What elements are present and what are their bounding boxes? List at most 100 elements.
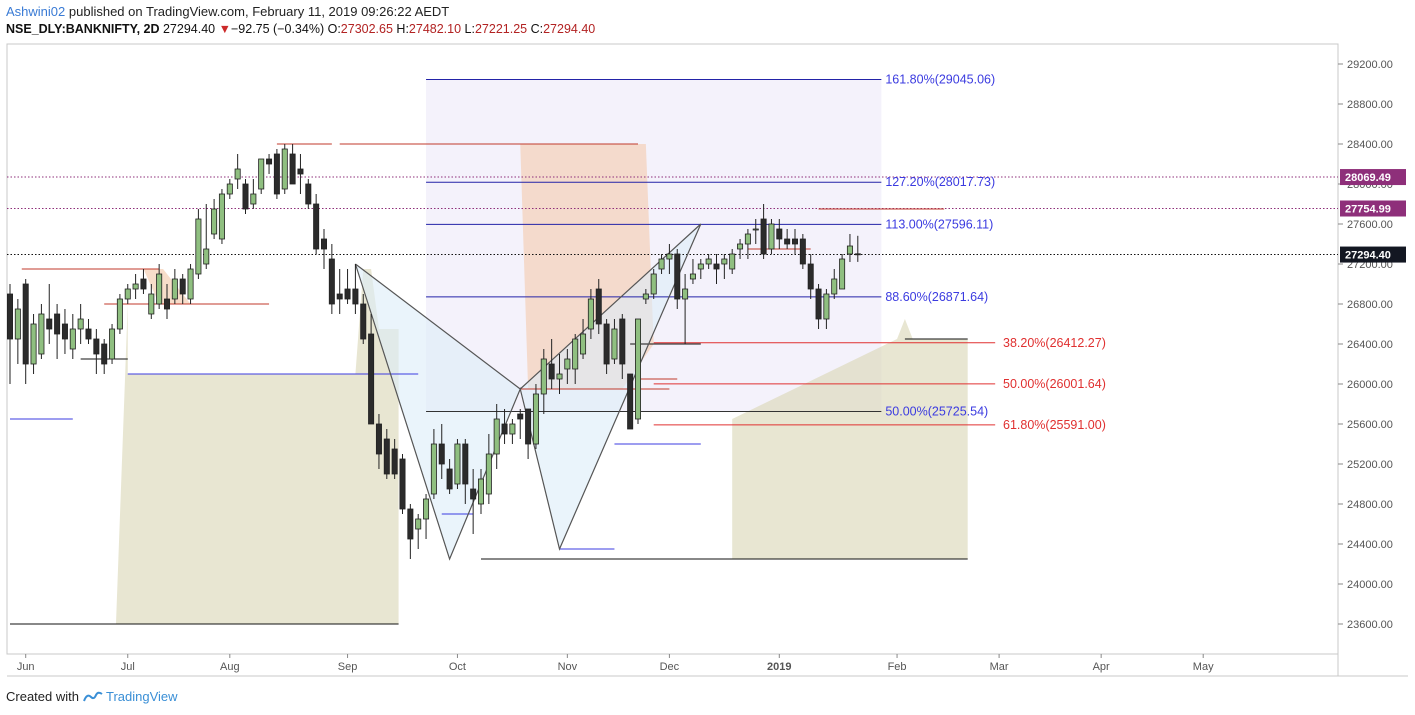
- candle-body: [297, 168, 304, 175]
- candle: [93, 329, 100, 374]
- candle: [61, 309, 68, 354]
- candle-body: [415, 518, 422, 530]
- time-tick-label: May: [1193, 661, 1214, 673]
- candle: [674, 249, 681, 309]
- candle-body: [375, 423, 382, 455]
- candle: [38, 304, 45, 359]
- candle-body: [250, 193, 257, 205]
- candle: [156, 264, 163, 309]
- candle: [627, 373, 634, 430]
- candle: [430, 429, 437, 499]
- candle-body: [784, 238, 791, 245]
- candle-body: [328, 258, 335, 305]
- candle-body: [234, 168, 241, 180]
- candle: [77, 304, 84, 344]
- candle-body: [14, 308, 21, 340]
- candle-body: [266, 158, 273, 165]
- candle-body: [666, 253, 673, 260]
- candle: [807, 254, 814, 299]
- candle: [540, 349, 547, 414]
- candle: [54, 304, 61, 359]
- candle-body: [226, 183, 233, 195]
- candle-body: [831, 278, 838, 295]
- candle: [729, 249, 736, 274]
- candle: [784, 229, 791, 249]
- candle: [273, 149, 280, 199]
- candle-body: [823, 293, 830, 320]
- candle: [525, 408, 532, 459]
- candle: [140, 269, 147, 294]
- candle-body: [462, 443, 469, 485]
- candle-body: [556, 373, 563, 380]
- time-tick-label: Jun: [17, 661, 35, 673]
- candle: [313, 194, 320, 254]
- candle-body: [281, 148, 288, 190]
- candle: [179, 274, 186, 304]
- candle: [187, 264, 194, 304]
- candle-body: [399, 458, 406, 510]
- candle: [266, 154, 273, 174]
- candle-body: [336, 293, 343, 300]
- candle: [368, 314, 375, 425]
- price-tick-label: 25200.00: [1347, 459, 1393, 471]
- candle-body: [548, 363, 555, 380]
- candle-body: [116, 298, 123, 330]
- candle-body: [7, 293, 13, 340]
- candle: [148, 284, 155, 319]
- candle-body: [344, 288, 351, 300]
- candle-body: [61, 323, 68, 340]
- candle: [854, 235, 861, 262]
- candle: [195, 209, 202, 279]
- tradingview-link[interactable]: TradingView: [83, 689, 178, 704]
- fib-extension-zone-inner: [426, 182, 882, 225]
- candle: [344, 269, 351, 304]
- footer: Created with TradingView: [6, 689, 178, 704]
- candle: [336, 269, 343, 314]
- author-link[interactable]: Ashwini02: [6, 4, 66, 19]
- candle: [642, 289, 649, 304]
- candle: [46, 284, 53, 344]
- candle-body: [603, 323, 610, 365]
- down-arrow-icon: ▼: [218, 22, 231, 36]
- candle-body: [140, 278, 147, 290]
- candle-body: [273, 153, 280, 195]
- candle-body: [587, 298, 594, 330]
- price-tick-label: 28800.00: [1347, 99, 1393, 111]
- candle: [666, 244, 673, 274]
- fib-extension-label: 161.80%(29045.06): [885, 72, 995, 86]
- price-tick-label: 28400.00: [1347, 139, 1393, 151]
- candle: [171, 269, 178, 304]
- candle: [352, 264, 359, 314]
- candle-body: [792, 238, 799, 245]
- candle-body: [689, 273, 696, 280]
- candle: [744, 229, 751, 259]
- candle-body: [454, 443, 461, 485]
- candle-body: [744, 233, 751, 245]
- candle-body: [682, 288, 689, 300]
- candle-body: [187, 268, 194, 300]
- candle-body: [509, 423, 516, 435]
- candle: [689, 259, 696, 284]
- candle: [721, 254, 728, 279]
- created-with-text: Created with: [6, 689, 79, 704]
- candle: [752, 219, 759, 244]
- symbol-label[interactable]: NSE_DLY:BANKNIFTY, 2D: [6, 22, 160, 36]
- tradingview-brand: TradingView: [105, 689, 178, 704]
- candle: [564, 349, 571, 384]
- candle: [360, 294, 367, 344]
- candle: [391, 439, 398, 479]
- candle: [587, 289, 594, 339]
- candle-body: [776, 228, 783, 240]
- candle: [737, 239, 744, 259]
- price-change: −92.75 (−0.34%): [230, 22, 325, 36]
- candle-body: [171, 278, 178, 300]
- candle-body: [799, 238, 806, 265]
- candle: [211, 199, 218, 239]
- price-label: 27754.99: [1345, 204, 1391, 216]
- fib-extension-label: 127.20%(28017.73): [885, 175, 995, 189]
- candle: [619, 314, 626, 379]
- candle-body: [572, 338, 579, 370]
- candle-body: [85, 328, 92, 340]
- candle: [532, 384, 539, 449]
